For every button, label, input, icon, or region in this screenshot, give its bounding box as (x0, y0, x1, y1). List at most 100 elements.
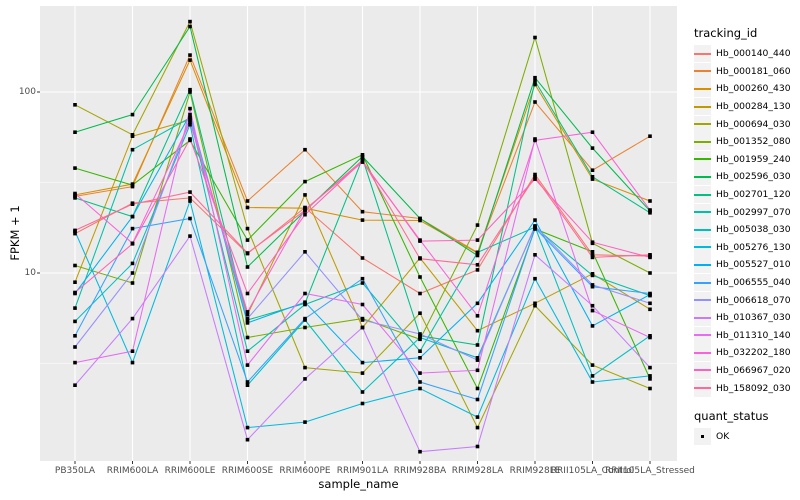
data-point (648, 301, 652, 306)
data-point (418, 371, 422, 375)
data-point (648, 271, 652, 275)
data-point (648, 255, 652, 260)
legend-key-line-icon (694, 344, 711, 362)
x-tick-label: PB350LA (54, 466, 96, 476)
data-point (130, 271, 135, 275)
legend-item: Hb_066967_020 (694, 361, 798, 380)
data-point (418, 449, 422, 454)
data-point (73, 319, 77, 324)
data-point (590, 240, 595, 244)
data-point (130, 202, 135, 206)
x-tick-label: RRIM600PE (279, 466, 331, 476)
data-point (533, 253, 537, 257)
data-point (73, 306, 77, 310)
data-point (533, 82, 537, 87)
data-point (245, 310, 250, 314)
legend-item: Hb_002997_070 (694, 203, 798, 221)
data-point (245, 316, 250, 321)
data-point (303, 193, 307, 197)
data-point (475, 253, 480, 258)
data-point (590, 273, 595, 278)
legend-item: Hb_011310_140 (694, 326, 798, 345)
legend-item-label: Hb_002997_070 (716, 206, 791, 218)
data-point (360, 256, 365, 260)
data-point (245, 363, 250, 367)
data-point (360, 218, 365, 222)
x-tick-label: RRII105LA_Control (550, 466, 635, 476)
data-point (303, 179, 307, 184)
y-axis-title: FPKM + 1 (8, 205, 22, 261)
legend-title-quant-status: quant_status (694, 408, 769, 423)
legend-key-line-icon (694, 150, 711, 168)
data-point (73, 290, 77, 295)
data-point (418, 311, 422, 315)
data-point (475, 328, 480, 333)
data-point (418, 275, 422, 279)
data-point (533, 175, 537, 179)
data-point (188, 19, 192, 24)
legend-key-line-icon (694, 186, 711, 204)
data-point (245, 383, 250, 387)
data-point (303, 250, 307, 254)
data-point (303, 377, 307, 381)
data-point (188, 112, 192, 117)
data-point (648, 365, 652, 370)
data-point (418, 256, 422, 261)
legend-item-label: Hb_000181_060 (716, 65, 791, 77)
legend-item: Hb_006555_040 (694, 274, 798, 292)
legend-item: Hb_005527_010 (694, 256, 798, 274)
legend-key-line-icon (694, 221, 711, 239)
data-point (648, 253, 652, 257)
data-point (533, 218, 537, 222)
legend-key-line-icon (694, 291, 711, 309)
data-point (533, 172, 537, 177)
data-point (648, 134, 652, 138)
legend-item: Hb_002701_120 (694, 186, 798, 204)
data-point (130, 147, 135, 152)
x-tick-label: RRIM928LA (451, 466, 504, 476)
data-point (475, 268, 480, 272)
y-tick-label: 10 (24, 268, 36, 278)
data-point (188, 234, 192, 238)
legend-item-label: Hb_000694_030 (716, 118, 791, 130)
legend-key-line-icon (694, 45, 711, 63)
legend-key-line-icon (694, 98, 711, 116)
data-point (360, 390, 365, 394)
data-point (648, 307, 652, 312)
legend-item-label: Hb_011310_140 (716, 329, 791, 341)
data-point (648, 386, 652, 391)
data-point (533, 301, 537, 306)
data-point (533, 276, 537, 281)
x-tick-label: RRIM600SE (221, 466, 274, 476)
data-point (475, 368, 480, 373)
legend-item-label: Hb_005276_130 (716, 241, 791, 253)
data-point (130, 316, 135, 321)
data-point (648, 199, 652, 203)
data-point (475, 386, 480, 391)
data-point (303, 325, 307, 330)
data-point (73, 196, 77, 200)
data-point (73, 345, 77, 349)
legend-key-line-icon (694, 274, 711, 292)
data-point (533, 303, 537, 308)
x-tick-label: RRIM928LE (509, 466, 561, 476)
data-point (590, 130, 595, 134)
data-point (590, 363, 595, 367)
legend-title-tracking-id: tracking_id (694, 26, 758, 40)
legend-item: Hb_158092_030 (694, 379, 798, 397)
legend-key-line-icon (694, 115, 711, 133)
data-point (475, 397, 480, 402)
legend-key-line-icon (694, 203, 711, 221)
data-point (245, 349, 250, 353)
data-point (188, 24, 192, 29)
legend-items: Hb_000140_440 Hb_000181_060 Hb_000260_430 H… (694, 45, 798, 397)
data-point (188, 116, 192, 120)
legend-item: Hb_001959_240 (694, 150, 798, 169)
data-point (188, 53, 192, 57)
data-point (73, 280, 77, 284)
legend-item: Hb_001352_080 (694, 133, 798, 151)
data-point (533, 224, 537, 228)
data-point (130, 183, 135, 187)
data-point (533, 177, 537, 181)
